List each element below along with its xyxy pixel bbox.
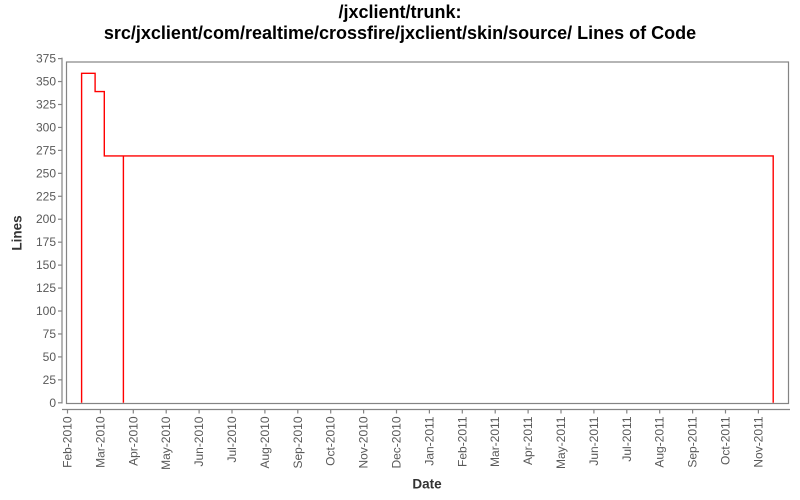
x-tick-label: Jun-2011 (587, 416, 601, 465)
y-tick-label: 25 (43, 373, 57, 387)
y-tick-label: 0 (49, 396, 56, 410)
x-axis-title: Date (412, 476, 442, 492)
x-tick-label: Nov-2010 (357, 416, 371, 468)
x-tick-label: Apr-2010 (126, 416, 140, 466)
x-tick-label: Jul-2011 (620, 416, 634, 461)
y-tick-label: 175 (36, 235, 56, 249)
x-tick-label: Jul-2010 (225, 416, 239, 462)
loc-series-line (80, 72, 774, 403)
x-tick-label: Mar-2011 (488, 416, 502, 467)
x-tick-label: Sep-2010 (291, 416, 305, 468)
x-tick-label: Feb-2011 (455, 416, 469, 467)
x-tick-label: Feb-2010 (61, 416, 75, 468)
y-tick-label: 275 (36, 143, 56, 157)
plot-border (65, 61, 790, 405)
y-tick-label: 50 (43, 350, 57, 364)
x-tick-label: Mar-2010 (93, 416, 107, 468)
y-tick-label: 375 (36, 52, 56, 66)
x-tick-label: Dec-2010 (390, 416, 404, 468)
y-tick-label: 75 (43, 327, 57, 341)
x-tick-label: Jun-2010 (192, 416, 206, 466)
x-tick-label: Sep-2011 (686, 416, 700, 467)
x-tick-label: May-2010 (159, 416, 173, 470)
y-tick-label: 325 (36, 97, 56, 111)
x-tick-label: Aug-2011 (653, 416, 667, 467)
y-tick-label: 225 (36, 189, 56, 203)
y-tick-label: 200 (36, 212, 56, 226)
x-tick-label: May-2011 (554, 416, 568, 469)
y-tick-label: 250 (36, 166, 56, 180)
y-tick-label: 125 (36, 281, 56, 295)
y-tick-label: 150 (36, 258, 56, 272)
x-tick-label: Aug-2010 (258, 416, 272, 468)
chart-title-line2: src/jxclient/com/realtime/crossfire/jxcl… (103, 23, 697, 43)
x-tick-label: Oct-2010 (324, 416, 338, 466)
chart-title-line1: /jxclient/trunk: (338, 2, 462, 22)
y-tick-label: 100 (36, 304, 56, 318)
x-tick-label: Jan-2011 (422, 416, 436, 465)
chart-title: /jxclient/trunk: src/jxclient/com/realti… (0, 2, 800, 44)
x-tick-label: Nov-2011 (751, 416, 765, 467)
x-tick-label: Apr-2011 (521, 416, 535, 465)
y-tick-label: 300 (36, 120, 56, 134)
y-tick-label: 350 (36, 75, 56, 89)
x-tick-label: Oct-2011 (719, 416, 733, 465)
